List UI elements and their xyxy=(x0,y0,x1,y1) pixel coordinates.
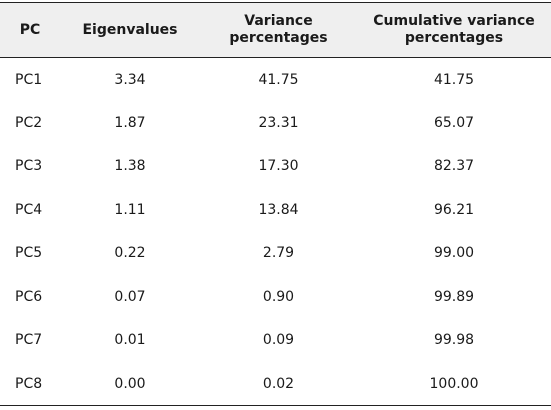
cell-pc: PC1 xyxy=(15,71,43,88)
table-body: PC1 3.34 41.75 41.75 PC2 1.87 23.31 65.07 PC3 1.3… xyxy=(0,58,551,406)
cell-variance-percentage: 0.09 xyxy=(262,332,295,349)
table-row: PC2 1.87 23.31 65.07 xyxy=(0,101,551,145)
table-row: PC5 0.22 2.79 99.00 xyxy=(0,232,551,276)
cell-pc: PC2 xyxy=(15,114,43,131)
cell-cumulative-variance-percentage: 82.37 xyxy=(433,158,475,175)
header-row: PC Eigenvalues Variance percentages Cumu… xyxy=(0,2,551,58)
header-variance-percentages: Variance percentages xyxy=(200,2,357,58)
cell-eigenvalue: 0.07 xyxy=(114,288,146,305)
cell-cumulative-variance-percentage: 100.00 xyxy=(357,362,551,406)
header-pc: PC xyxy=(0,2,60,58)
cell-pc: PC7 xyxy=(15,332,43,349)
table-row: PC8 0.00 0.02 100.00 xyxy=(0,362,551,406)
cell-cumulative-variance-percentage: 99.00 xyxy=(433,245,475,262)
cell-variance-percentage: 41.75 xyxy=(258,71,299,88)
cell-pc: PC5 xyxy=(15,245,43,262)
table-row: PC6 0.07 0.90 99.89 xyxy=(0,275,551,319)
cell-eigenvalue: 1.87 xyxy=(114,114,146,131)
cell-cumulative-variance-percentage: 99.98 xyxy=(433,332,475,349)
header-variance-line1: Variance xyxy=(244,13,313,29)
cell-pc: PC6 xyxy=(15,288,43,305)
cell-eigenvalue: 0.01 xyxy=(114,332,146,349)
table-row: PC1 3.34 41.75 41.75 xyxy=(0,58,551,102)
table-row: PC7 0.01 0.09 99.98 xyxy=(0,319,551,363)
cell-variance-percentage: 0.02 xyxy=(200,362,357,406)
cell-eigenvalue: 1.11 xyxy=(114,201,146,218)
cell-cumulative-variance-percentage: 65.07 xyxy=(433,114,475,131)
cell-variance-percentage: 17.30 xyxy=(258,158,299,175)
cell-variance-percentage: 13.84 xyxy=(258,201,299,218)
table-row: PC3 1.38 17.30 82.37 xyxy=(0,145,551,189)
cell-pc: PC8 xyxy=(0,362,60,406)
header-cumulative-variance-percentages: Cumulative variance percentages xyxy=(357,2,551,58)
header-cumulative-line2: percentages xyxy=(404,30,504,46)
cell-variance-percentage: 2.79 xyxy=(262,245,295,262)
cell-eigenvalue: 1.38 xyxy=(114,158,146,175)
cell-pc: PC4 xyxy=(15,201,43,218)
header-variance-line2: percentages xyxy=(229,30,328,46)
header-cumulative-line1: Cumulative variance xyxy=(373,13,535,29)
cell-variance-percentage: 23.31 xyxy=(258,114,299,131)
cell-cumulative-variance-percentage: 99.89 xyxy=(433,288,475,305)
cell-eigenvalue: 0.00 xyxy=(60,362,200,406)
table-row: PC4 1.11 13.84 96.21 xyxy=(0,188,551,232)
cell-cumulative-variance-percentage: 96.21 xyxy=(433,201,475,218)
cell-variance-percentage: 0.90 xyxy=(262,288,295,305)
cell-pc: PC3 xyxy=(15,158,43,175)
cell-eigenvalue: 3.34 xyxy=(114,71,146,88)
header-eigenvalues: Eigenvalues xyxy=(60,2,200,58)
cell-cumulative-variance-percentage: 41.75 xyxy=(433,71,475,88)
table-header: PC Eigenvalues Variance percentages Cumu… xyxy=(0,2,551,58)
cell-eigenvalue: 0.22 xyxy=(114,245,146,262)
